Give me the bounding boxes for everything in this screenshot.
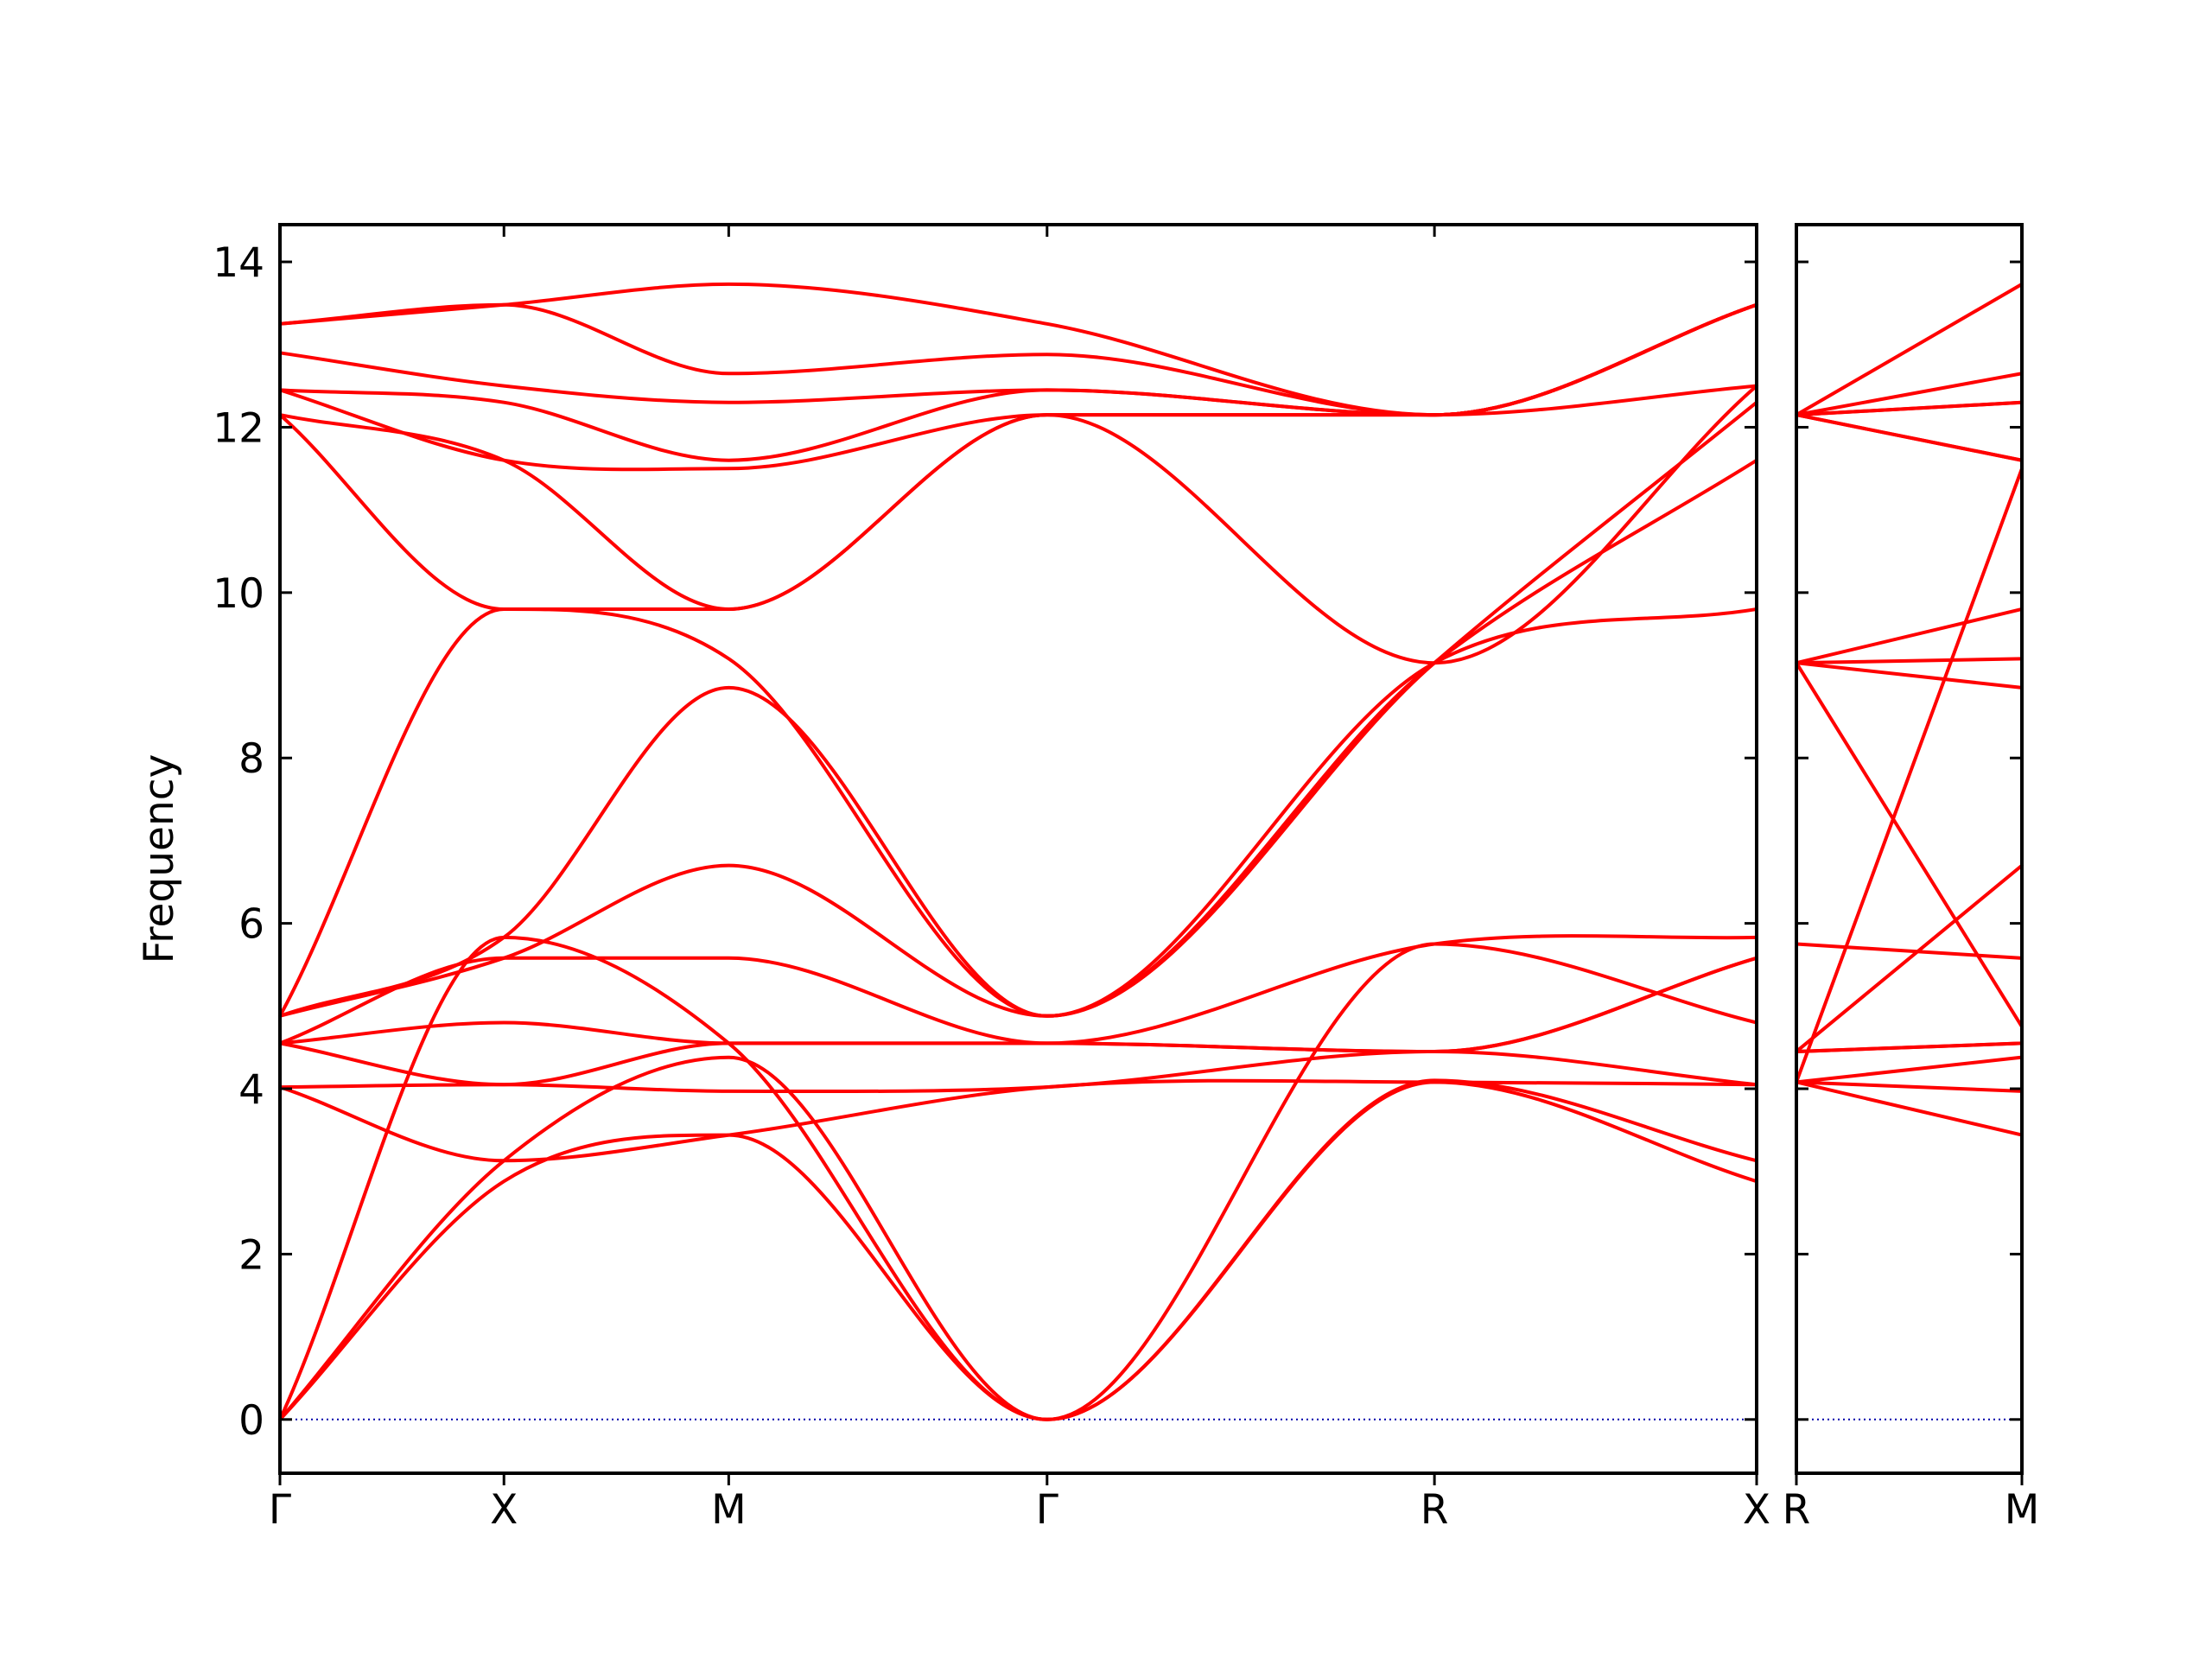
- x-tick-label: R: [1783, 1486, 1811, 1534]
- band-line-main-2: [278, 1055, 1758, 1421]
- band-line-main-11: [278, 400, 1758, 1018]
- band-line-main-10: [278, 458, 1758, 1018]
- band-line-main-15: [278, 302, 1758, 462]
- band-line-right-6: [1795, 863, 2024, 1053]
- y-tick-label: 0: [238, 1397, 264, 1445]
- band-line-main-4: [278, 1078, 1758, 1163]
- band-line-main-13: [278, 384, 1758, 611]
- y-axis-title: Frequency: [136, 754, 183, 964]
- band-line-right-1: [1795, 1080, 2024, 1137]
- band-line-main-8: [278, 934, 1758, 1046]
- band-line-right-10: [1795, 657, 2024, 665]
- band-line-right-17: [1795, 282, 2024, 417]
- band-line-right-8: [1795, 661, 2024, 1029]
- x-tick-label: M: [711, 1486, 747, 1534]
- y-tick-label: 4: [238, 1066, 264, 1114]
- x-tick-label: X: [490, 1486, 518, 1534]
- band-line-right-14: [1795, 413, 2024, 462]
- band-line-right-9: [1795, 661, 2024, 690]
- plot-frame: [1795, 223, 2024, 1475]
- x-tick-label: Γ: [1036, 1486, 1058, 1534]
- y-tick-label: 2: [238, 1231, 264, 1279]
- band-line-main-7: [278, 956, 1758, 1053]
- y-tick-label: 8: [238, 735, 264, 783]
- x-tick-label: Γ: [269, 1486, 291, 1534]
- band-line-main-18: [278, 282, 1758, 417]
- panel-main: 0 2 4 6 8 10 12 14 Γ X M Γ R X: [213, 223, 1770, 1534]
- x-tick-label: R: [1421, 1486, 1449, 1534]
- y-tick-label: 10: [213, 570, 264, 618]
- y-tick-label: 6: [238, 901, 264, 949]
- band-line-right-18: [1795, 400, 2024, 417]
- band-line-main-1: [278, 1080, 1758, 1421]
- y-tick-label: 14: [213, 239, 264, 287]
- band-line-right-5: [1795, 1041, 2024, 1053]
- y-tick-label: 12: [213, 404, 264, 452]
- plot-frame: [278, 223, 1758, 1475]
- band-line-main-12: [278, 384, 1758, 665]
- band-line-main-9: [278, 607, 1758, 1018]
- band-line-right-2: [1795, 1080, 2024, 1093]
- x-tick-label: X: [1743, 1486, 1770, 1534]
- band-line-right-3: [1795, 1055, 2024, 1084]
- x-tick-label: M: [2005, 1486, 2040, 1534]
- band-line-right-16: [1795, 372, 2024, 417]
- band-line-right-11: [1795, 607, 2024, 665]
- band-line-right-12: [1795, 467, 2024, 1084]
- band-line-right-7: [1795, 942, 2024, 960]
